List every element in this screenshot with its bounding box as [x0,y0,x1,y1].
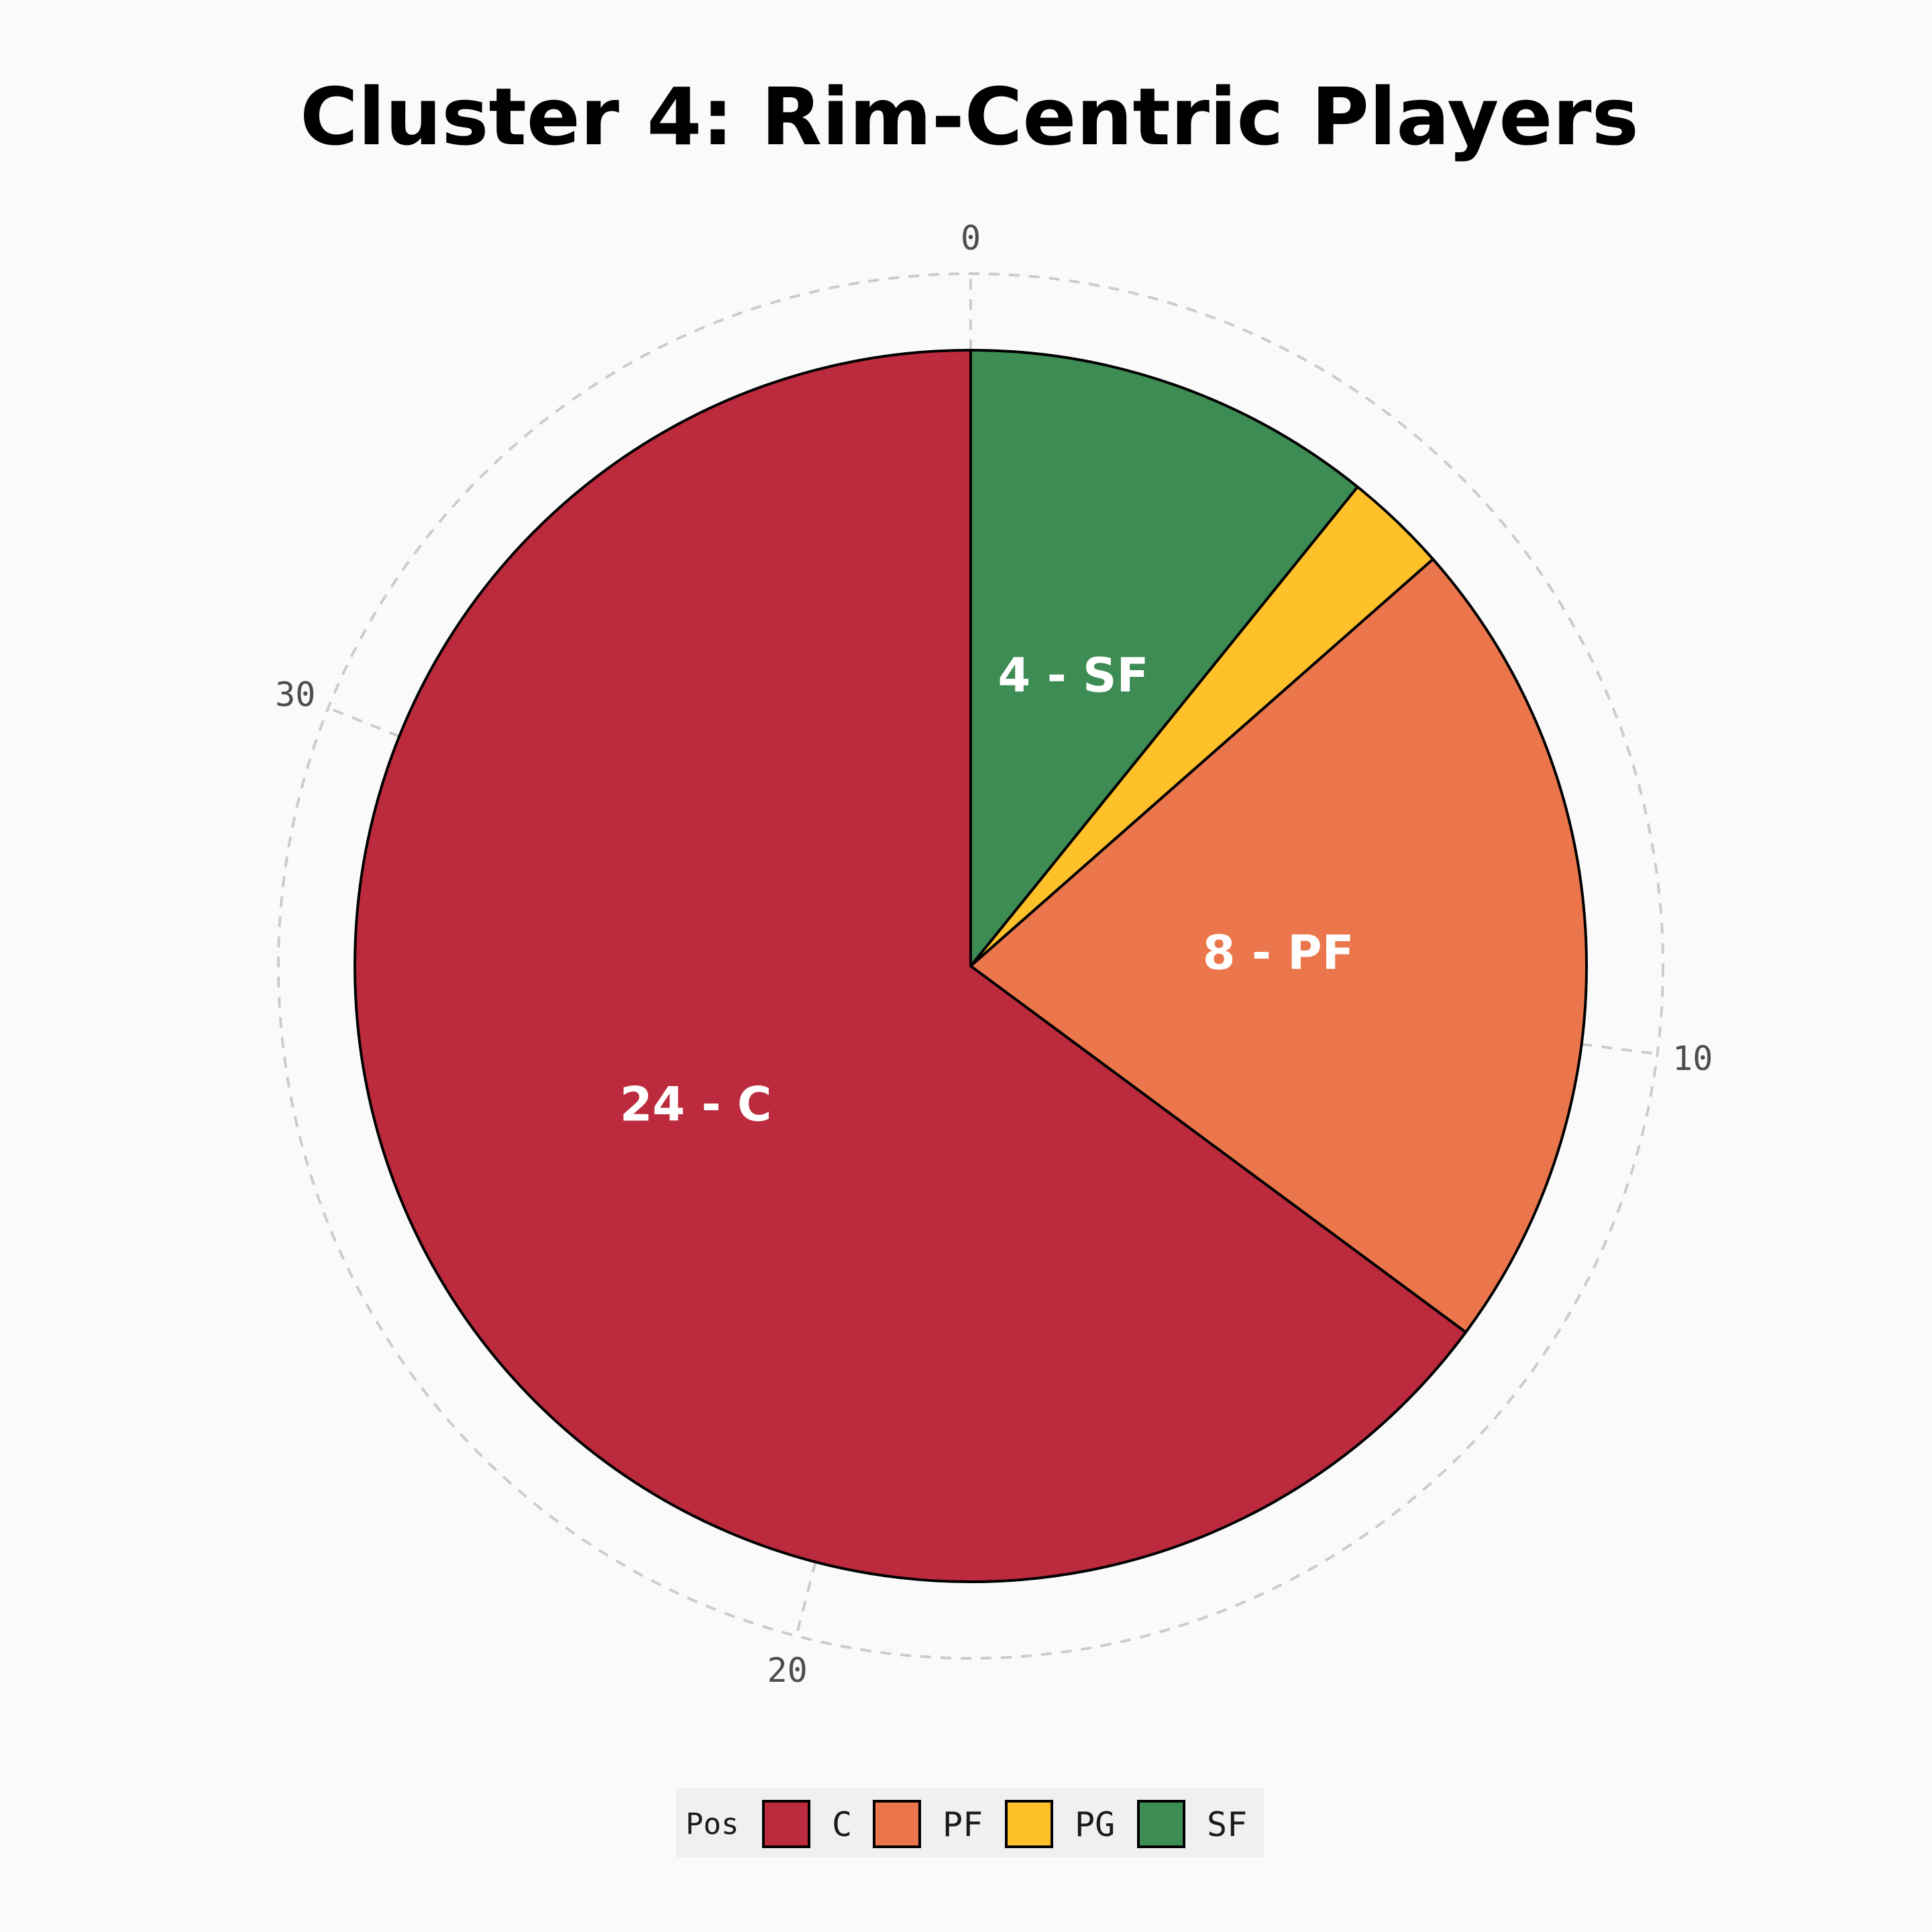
pie-slice-sf [969,349,1359,967]
slice-labels: 24 - C 8 - PF 4 - SF [620,648,1354,1132]
slice-label-c: 24 - C [620,1077,772,1132]
polar-grid [277,272,1664,1660]
legend-label-sf: SF [1207,1805,1247,1844]
legend-swatch-c [762,1800,810,1848]
legend-label-pf: PF [943,1805,983,1844]
legend-swatch-sf [1137,1800,1185,1848]
tick-line-10 [1581,1042,1658,1056]
tick-line-30 [327,706,400,738]
slice-label-sf: 4 - SF [998,648,1149,703]
legend-swatch-pf [873,1800,921,1848]
legend-label-pg: PG [1075,1805,1115,1844]
legend-swatch-pg [1005,1800,1053,1848]
pie-slice-pf [969,557,1588,1334]
tick-line-20 [795,1561,817,1637]
tick-label-10: 10 [1672,1039,1713,1078]
tick-label-20: 20 [767,1651,807,1690]
slice-label-pf: 8 - PF [1203,926,1354,981]
chart-title: Cluster 4: Rim-Centric Players [300,70,1639,163]
legend-items: C PF PG SF [762,1800,1247,1848]
tick-label-0: 0 [961,219,981,258]
pie-slice-c [354,349,1468,1583]
pie-slices [354,349,1588,1583]
legend: Pos C PF PG SF [676,1788,1264,1858]
legend-label-c: C [832,1805,852,1844]
grid-circle [277,272,1664,1660]
angular-ticks: 0 10 20 30 [275,219,1713,1690]
legend-title: Pos [686,1807,739,1841]
tick-label-30: 30 [275,675,315,714]
